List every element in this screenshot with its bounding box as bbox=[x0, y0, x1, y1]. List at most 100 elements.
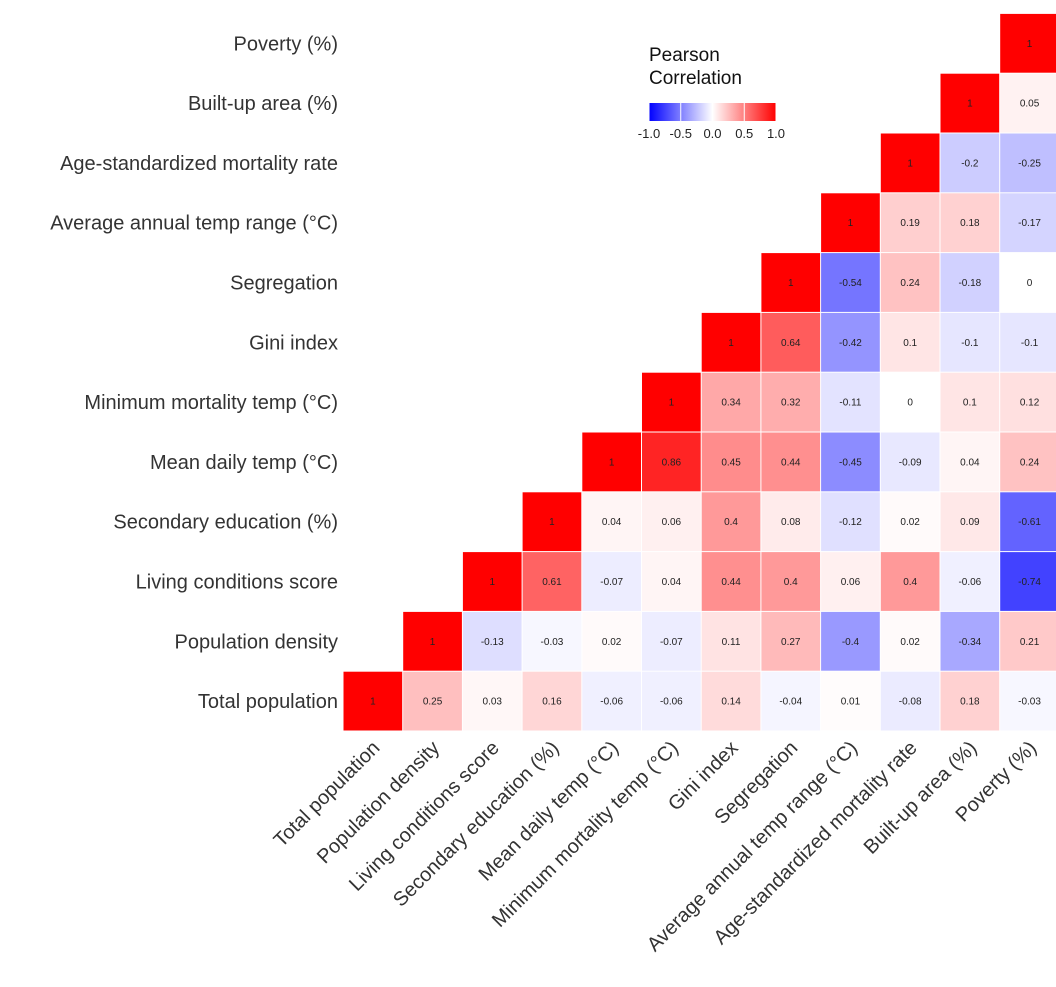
row-label-mean-daily-temp-c: Mean daily temp (°C) bbox=[150, 452, 338, 474]
cell-value-label: 0.86 bbox=[662, 457, 682, 468]
cell-value-label: 0.24 bbox=[1020, 457, 1040, 468]
cell-value-label: -0.04 bbox=[779, 697, 802, 708]
heatmap-cell bbox=[940, 432, 1000, 492]
heatmap-cell bbox=[522, 671, 582, 731]
cell-value-label: -0.2 bbox=[961, 158, 979, 169]
heatmap-cell bbox=[462, 552, 522, 611]
cell-value-label: -0.03 bbox=[541, 637, 564, 648]
heatmap-cell bbox=[940, 133, 1000, 193]
cell-value-label: -0.11 bbox=[839, 398, 861, 409]
heatmap-cell bbox=[701, 611, 761, 671]
cell-value-label: -0.45 bbox=[839, 457, 862, 468]
heatmap-cell bbox=[642, 552, 701, 611]
heatmap-cell bbox=[880, 193, 940, 253]
cell-value-label: 1 bbox=[430, 637, 436, 648]
cell-value-label: 1 bbox=[967, 99, 973, 110]
column-label-built-up-area: Built-up area (%) bbox=[860, 737, 982, 859]
row-label-minimum-mortality-temp-c: Minimum mortality temp (°C) bbox=[84, 392, 338, 414]
cell-value-label: -0.09 bbox=[899, 457, 922, 468]
cell-value-label: 0.4 bbox=[903, 577, 917, 588]
heatmap-cell bbox=[582, 552, 641, 611]
cell-value-label: -0.42 bbox=[839, 338, 862, 349]
heatmap-cell bbox=[821, 253, 880, 312]
heatmap-cell bbox=[343, 671, 403, 731]
cell-value-label: 0.03 bbox=[483, 697, 503, 708]
column-label-total-population: Total population bbox=[270, 737, 385, 852]
cell-value-label: 0.1 bbox=[963, 398, 977, 409]
cell-value-label: 0.06 bbox=[662, 517, 682, 528]
cell-value-label: 0.02 bbox=[900, 517, 920, 528]
cell-value-label: 0.02 bbox=[900, 637, 920, 648]
heatmap-cell bbox=[1000, 492, 1056, 552]
row-label-poverty: Poverty (%) bbox=[234, 33, 338, 55]
heatmap-cell bbox=[761, 552, 821, 611]
cell-value-label: 1 bbox=[669, 398, 675, 409]
cell-value-label: -0.54 bbox=[839, 278, 862, 289]
legend-title-line-1: Pearson bbox=[649, 45, 720, 66]
heatmap-cell bbox=[701, 372, 761, 432]
cell-value-label: -0.07 bbox=[600, 577, 623, 588]
heatmap-cell bbox=[761, 492, 821, 552]
cell-value-label: 0.32 bbox=[781, 398, 801, 409]
cell-value-label: 0.25 bbox=[423, 697, 443, 708]
cell-value-label: 1 bbox=[907, 158, 913, 169]
cell-value-label: 1 bbox=[848, 218, 854, 229]
cell-value-label: 1 bbox=[1027, 39, 1033, 50]
cell-value-label: 1 bbox=[549, 517, 555, 528]
cell-value-label: -0.06 bbox=[660, 697, 683, 708]
legend-tick-label: -0.5 bbox=[670, 126, 692, 141]
cell-value-label: -0.4 bbox=[842, 637, 860, 648]
legend-tick-label: 0.5 bbox=[735, 126, 753, 141]
heatmap-cell bbox=[880, 671, 940, 731]
cell-value-label: 0.44 bbox=[721, 577, 741, 588]
heatmap-cell bbox=[403, 671, 462, 731]
cell-value-label: 0.19 bbox=[900, 218, 920, 229]
cell-value-label: 0.04 bbox=[960, 457, 980, 468]
heatmap-cell bbox=[880, 372, 940, 432]
heatmap-cell bbox=[701, 432, 761, 492]
legend-title-line-2: Correlation bbox=[649, 68, 742, 89]
heatmap-cell bbox=[940, 193, 1000, 253]
heatmap-cell bbox=[1000, 372, 1056, 432]
cell-value-label: 0.04 bbox=[662, 577, 682, 588]
heatmap-cell bbox=[701, 671, 761, 731]
cell-value-label: 0.24 bbox=[900, 278, 920, 289]
heatmap-cell bbox=[1000, 671, 1056, 731]
heatmap-cell bbox=[642, 372, 701, 432]
row-label-age-standardized-mortality-rate: Age-standardized mortality rate bbox=[60, 153, 338, 175]
cell-value-label: -0.03 bbox=[1018, 697, 1041, 708]
heatmap-cell bbox=[642, 492, 701, 552]
heatmap-cell bbox=[880, 552, 940, 611]
heatmap-cell bbox=[821, 312, 880, 372]
cell-value-label: 0.12 bbox=[1020, 398, 1040, 409]
heatmap-cell bbox=[403, 611, 462, 671]
heatmap-cell bbox=[761, 312, 821, 372]
heatmap-cell bbox=[940, 552, 1000, 611]
heatmap-cell bbox=[582, 671, 641, 731]
cell-value-label: -0.13 bbox=[481, 637, 504, 648]
legend-tick-label: -1.0 bbox=[638, 126, 660, 141]
heatmap-cell bbox=[522, 611, 582, 671]
cell-value-label: 0.06 bbox=[841, 577, 861, 588]
cell-value-label: 0 bbox=[907, 398, 913, 409]
heatmap-cell bbox=[701, 552, 761, 611]
heatmap-cell bbox=[821, 432, 880, 492]
cell-value-label: -0.12 bbox=[839, 517, 862, 528]
heatmap-cell bbox=[1000, 552, 1056, 611]
heatmap-cell bbox=[761, 253, 821, 312]
heatmap-cell bbox=[642, 432, 701, 492]
heatmap-cell bbox=[701, 492, 761, 552]
cell-value-label: 0.09 bbox=[960, 517, 980, 528]
cell-value-label: -0.07 bbox=[660, 637, 683, 648]
heatmap-cell bbox=[1000, 13, 1056, 73]
cell-value-label: -0.74 bbox=[1018, 577, 1041, 588]
cell-value-label: 0.21 bbox=[1020, 637, 1040, 648]
row-label-segregation: Segregation bbox=[230, 273, 338, 295]
cell-value-label: 0.64 bbox=[781, 338, 801, 349]
row-labels: Total population Population density Living… bbox=[50, 33, 338, 713]
heatmap-cell bbox=[761, 671, 821, 731]
cell-value-label: 1 bbox=[609, 457, 615, 468]
heatmap-cell bbox=[880, 133, 940, 193]
cell-value-label: 1 bbox=[370, 697, 376, 708]
cell-value-label: 0.08 bbox=[781, 517, 801, 528]
